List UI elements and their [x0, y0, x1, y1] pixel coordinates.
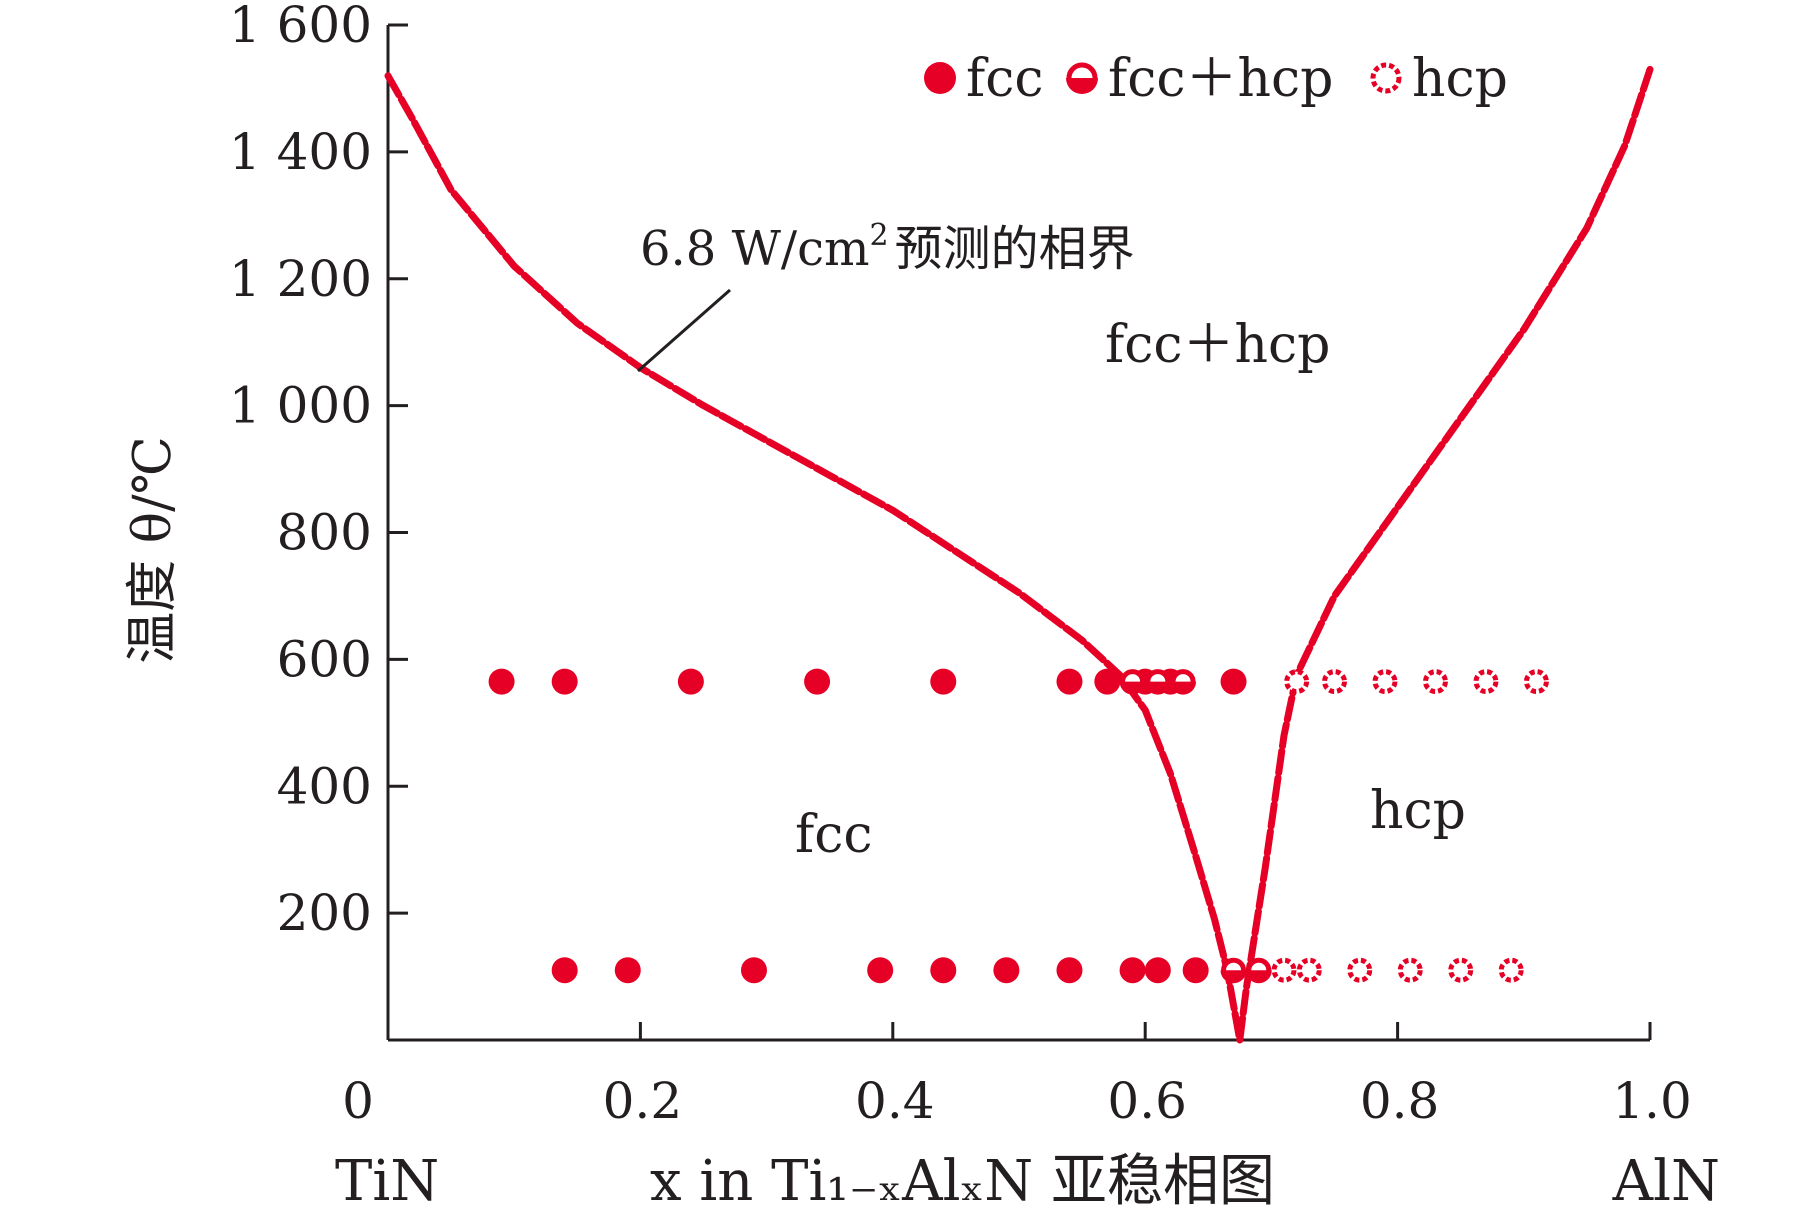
fcc-point — [1144, 957, 1171, 984]
fcc-point — [1182, 957, 1209, 984]
region-label-hcp: hcp — [1370, 781, 1466, 841]
half-point-fill — [1066, 78, 1098, 94]
hcp-point — [1422, 669, 1448, 695]
fcc-hcp-point — [1170, 669, 1197, 695]
fcc-point — [551, 668, 578, 695]
x-tick-label: 0.2 — [603, 1072, 683, 1130]
fcc-point — [1220, 668, 1247, 695]
x-tick-label: 0 — [342, 1072, 374, 1130]
phase-boundary-right — [1236, 65, 1654, 1044]
hcp-point — [1322, 669, 1347, 695]
hcp-point — [1370, 62, 1402, 94]
fcc-point — [930, 957, 957, 984]
half-point-fill — [1245, 970, 1272, 984]
chart-texts: fcc＋hcp fcc hcp 6.8 W/cm2 预测的相界 TiN AlN x… — [123, 218, 1720, 1212]
fcc-point — [924, 62, 956, 94]
fcc-point — [993, 957, 1020, 984]
legend-label: fcc＋hcp — [1108, 49, 1333, 109]
half-point-fill — [1119, 681, 1146, 695]
hcp-point — [1347, 957, 1373, 983]
phase-boundary-left — [384, 72, 1244, 1044]
y-axis-label: 温度 θ/℃ — [123, 436, 183, 664]
y-tick-label: 600 — [277, 630, 372, 688]
x-tick-label: 1.0 — [1612, 1072, 1692, 1130]
fcc-point — [677, 668, 704, 695]
data-points — [488, 668, 1549, 984]
fcc-point — [1094, 668, 1121, 695]
hcp-point — [1473, 669, 1499, 695]
annotation-tail: 预测的相界 — [895, 221, 1135, 277]
x-tick-label: 0.4 — [855, 1072, 935, 1130]
fcc-point — [488, 668, 515, 695]
x-tick-label: 0.6 — [1107, 1072, 1187, 1130]
y-tick-label: 200 — [277, 884, 372, 942]
hcp-point — [1397, 957, 1423, 983]
composition-label-left: TiN — [335, 1149, 439, 1212]
legend-label: hcp — [1412, 49, 1508, 109]
annotation-leader-line — [637, 288, 731, 373]
legend-label: fcc — [966, 49, 1044, 109]
legend: fcc fcc＋hcp hcp — [924, 49, 1508, 109]
fcc-hcp-point — [1066, 62, 1098, 94]
half-point-fill — [1170, 681, 1197, 695]
fcc-hcp-point — [1119, 669, 1146, 695]
half-point-fill — [1144, 681, 1171, 695]
axes: 200 400 600 800 1 000 1 200 1 400 1 600 0 0.2 0.4 0… — [229, 0, 1692, 1130]
fcc-point — [1056, 957, 1083, 984]
fcc-point — [1056, 668, 1083, 695]
fcc-point — [867, 957, 894, 984]
half-point-fill — [1220, 970, 1247, 984]
y-tick-label: 800 — [277, 504, 372, 562]
hcp-point — [1284, 669, 1310, 695]
hcp-point — [1271, 957, 1297, 983]
boundary-annotation: 6.8 W/cm2 预测的相界 — [640, 218, 1135, 277]
hcp-point — [1296, 957, 1322, 983]
x-axis-label: x in Ti₁₋ₓAlₓN 亚稳相图 — [650, 1149, 1275, 1212]
region-label-fcc-hcp: fcc＋hcp — [1105, 315, 1330, 375]
hcp-point — [1523, 669, 1549, 695]
fcc-hcp-point — [1220, 957, 1247, 984]
y-tick-label: 1 000 — [229, 377, 372, 435]
hcp-point — [1498, 957, 1524, 983]
fcc-point — [930, 668, 957, 695]
annotation-main: 6.8 W/cm — [640, 221, 870, 277]
fcc-point — [740, 957, 767, 984]
fcc-point — [614, 957, 641, 984]
y-tick-label: 1 400 — [229, 123, 372, 181]
fcc-hcp-point — [1144, 669, 1171, 695]
composition-label-right: AlN — [1612, 1149, 1720, 1212]
y-tick-label: 1 600 — [229, 0, 372, 54]
hcp-point — [1448, 957, 1474, 983]
x-tick-label: 0.8 — [1360, 1072, 1440, 1130]
fcc-point — [551, 957, 578, 984]
fcc-point — [1119, 957, 1146, 984]
fcc-hcp-point — [1245, 957, 1272, 984]
y-tick-label: 1 200 — [229, 250, 372, 308]
fcc-point — [804, 668, 831, 695]
region-label-fcc: fcc — [795, 805, 873, 865]
phase-boundary — [384, 65, 1654, 1044]
y-tick-label: 400 — [277, 757, 372, 815]
annotation-superscript: 2 — [870, 218, 889, 253]
hcp-point — [1372, 669, 1398, 695]
